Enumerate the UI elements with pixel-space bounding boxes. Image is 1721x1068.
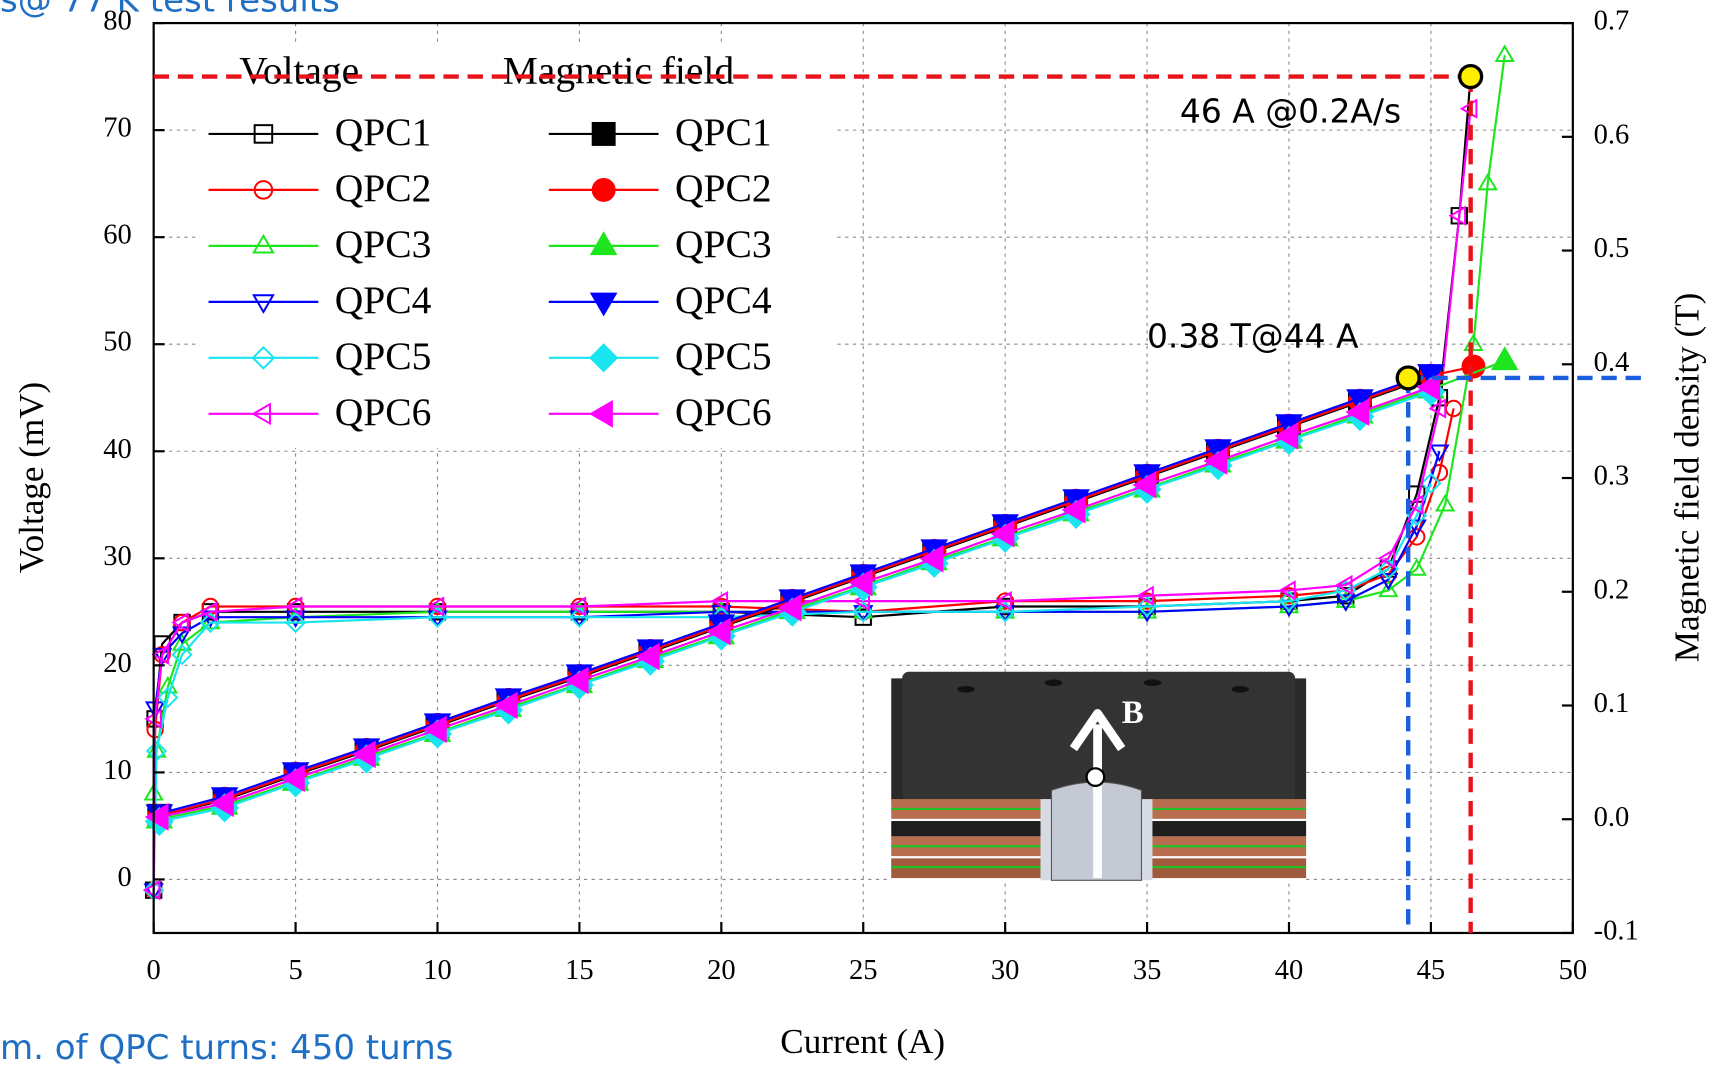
y-tick-label: 60 [103,220,132,251]
y-tick-label: 80 [103,6,132,37]
highlight-point [1460,66,1482,88]
legend-label: QPC3 [335,222,432,266]
y2-tick-label: 0.2 [1594,574,1630,605]
subtitle: m. of QPC turns: 450 turns [0,1028,453,1068]
inset-label: B [1122,695,1144,731]
x-tick-label: 30 [991,955,1020,986]
legend-label: QPC2 [675,166,772,210]
legend-label: QPC3 [675,222,772,266]
marker [593,179,615,201]
y2-axis-label: Magnetic field density (T) [1667,293,1706,663]
y2-tick-label: 0.3 [1594,461,1630,492]
annotation: 0.38 T@44 A [1147,317,1359,356]
legend-label: QPC4 [675,278,772,322]
x-tick-label: 25 [849,955,878,986]
y2-tick-label: -0.1 [1594,916,1639,947]
y2-tick-label: 0.0 [1594,802,1630,833]
highlight-point [1397,367,1419,389]
legend-header: Magnetic field [503,49,735,93]
inset-drawing: B [891,672,1306,881]
legend-label: QPC6 [675,390,772,434]
y2-tick-label: 0.6 [1594,119,1630,150]
y-tick-label: 10 [103,755,132,786]
y2-tick-label: 0.1 [1594,688,1630,719]
x-tick-label: 5 [288,955,302,986]
y-axis-label: Voltage (mV) [12,382,51,573]
legend-label: QPC1 [675,110,772,154]
legend-header: Voltage [239,49,359,93]
y2-tick-label: 0.7 [1594,6,1630,37]
title: s@ 77 K test results [0,0,340,21]
y-tick-label: 40 [103,434,132,465]
marker [1463,356,1485,378]
page: B s@ 77 K test results m. of QPC turns: … [0,0,1721,1068]
legend-label: QPC5 [675,334,772,378]
x-tick-label: 40 [1275,955,1304,986]
x-tick-label: 45 [1417,955,1446,986]
legend-label: QPC2 [335,166,432,210]
x-tick-label: 20 [707,955,736,986]
x-tick-label: 10 [423,955,452,986]
y2-tick-label: 0.4 [1594,347,1630,378]
y-tick-label: 0 [117,862,131,893]
chart: B s@ 77 K test results m. of QPC turns: … [0,0,1721,1068]
x-tick-label: 50 [1559,955,1588,986]
y-tick-label: 70 [103,113,132,144]
annotation: 46 A @0.2A/s [1180,92,1401,131]
x-tick-label: 35 [1133,955,1162,986]
y2-tick-label: 0.5 [1594,233,1630,264]
y-tick-label: 30 [103,541,132,572]
y-tick-label: 20 [103,648,132,679]
legend-label: QPC5 [335,334,432,378]
legend-label: QPC6 [335,390,432,434]
legend-label: QPC4 [335,278,432,322]
legend-label: QPC1 [335,110,432,154]
x-axis-label: Current (A) [780,1022,945,1061]
x-tick-label: 15 [565,955,594,986]
y-tick-label: 50 [103,327,132,358]
x-tick-label: 0 [147,955,161,986]
marker [593,123,615,145]
